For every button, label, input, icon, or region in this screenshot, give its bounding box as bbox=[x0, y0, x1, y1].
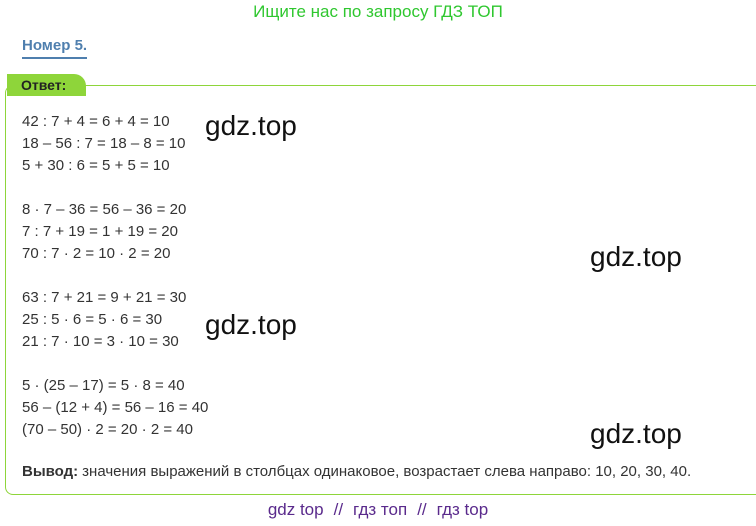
watermark: gdz.top bbox=[590, 241, 682, 272]
math-line: 8 · 7 – 36 = 56 – 36 = 20 bbox=[22, 201, 187, 218]
watermark: gdz.top bbox=[205, 309, 297, 340]
conclusion-label: Вывод: bbox=[22, 463, 79, 480]
watermark: gdz.top bbox=[205, 110, 297, 141]
watermark: gdz.top bbox=[590, 418, 682, 449]
math-line: 18 – 56 : 7 = 18 – 8 = 10 bbox=[22, 135, 186, 152]
conclusion: Вывод: значения выражений в столбцах один… bbox=[22, 463, 691, 480]
footer-item: gdz top bbox=[267, 500, 324, 519]
math-line: 7 : 7 + 19 = 1 + 19 = 20 bbox=[22, 223, 178, 240]
math-line: (70 – 50) · 2 = 20 · 2 = 40 bbox=[22, 421, 193, 438]
answer-box bbox=[5, 85, 756, 495]
math-line: 25 : 5 · 6 = 5 · 6 = 30 bbox=[22, 311, 163, 328]
footer-item: гдз топ bbox=[353, 500, 408, 519]
number-title: Номер 5. bbox=[22, 37, 88, 59]
math-line: 42 : 7 + 4 = 6 + 4 = 10 bbox=[22, 113, 170, 130]
math-line: 70 : 7 · 2 = 10 · 2 = 20 bbox=[22, 245, 171, 262]
footer-item: гдз top bbox=[436, 500, 489, 519]
math-line: 56 – (12 + 4) = 56 – 16 = 40 bbox=[22, 399, 209, 416]
footer-item: // bbox=[417, 500, 427, 519]
header: Ищите нас по запросу ГДЗ ТОП bbox=[253, 2, 503, 21]
footer-item: // bbox=[333, 500, 344, 519]
math-line: 5 + 30 : 6 = 5 + 5 = 10 bbox=[22, 157, 170, 174]
math-line: 21 : 7 · 10 = 3 · 10 = 30 bbox=[22, 333, 179, 350]
answer-label: Ответ: bbox=[7, 74, 86, 96]
conclusion-text: значения выражений в столбцах одинаковое… bbox=[82, 463, 692, 480]
footer: gdz top // гдз топ // гдз top bbox=[0, 500, 756, 520]
math-line: 63 : 7 + 21 = 9 + 21 = 30 bbox=[22, 289, 187, 306]
math-line: 5 · (25 – 17) = 5 · 8 = 40 bbox=[22, 377, 185, 394]
